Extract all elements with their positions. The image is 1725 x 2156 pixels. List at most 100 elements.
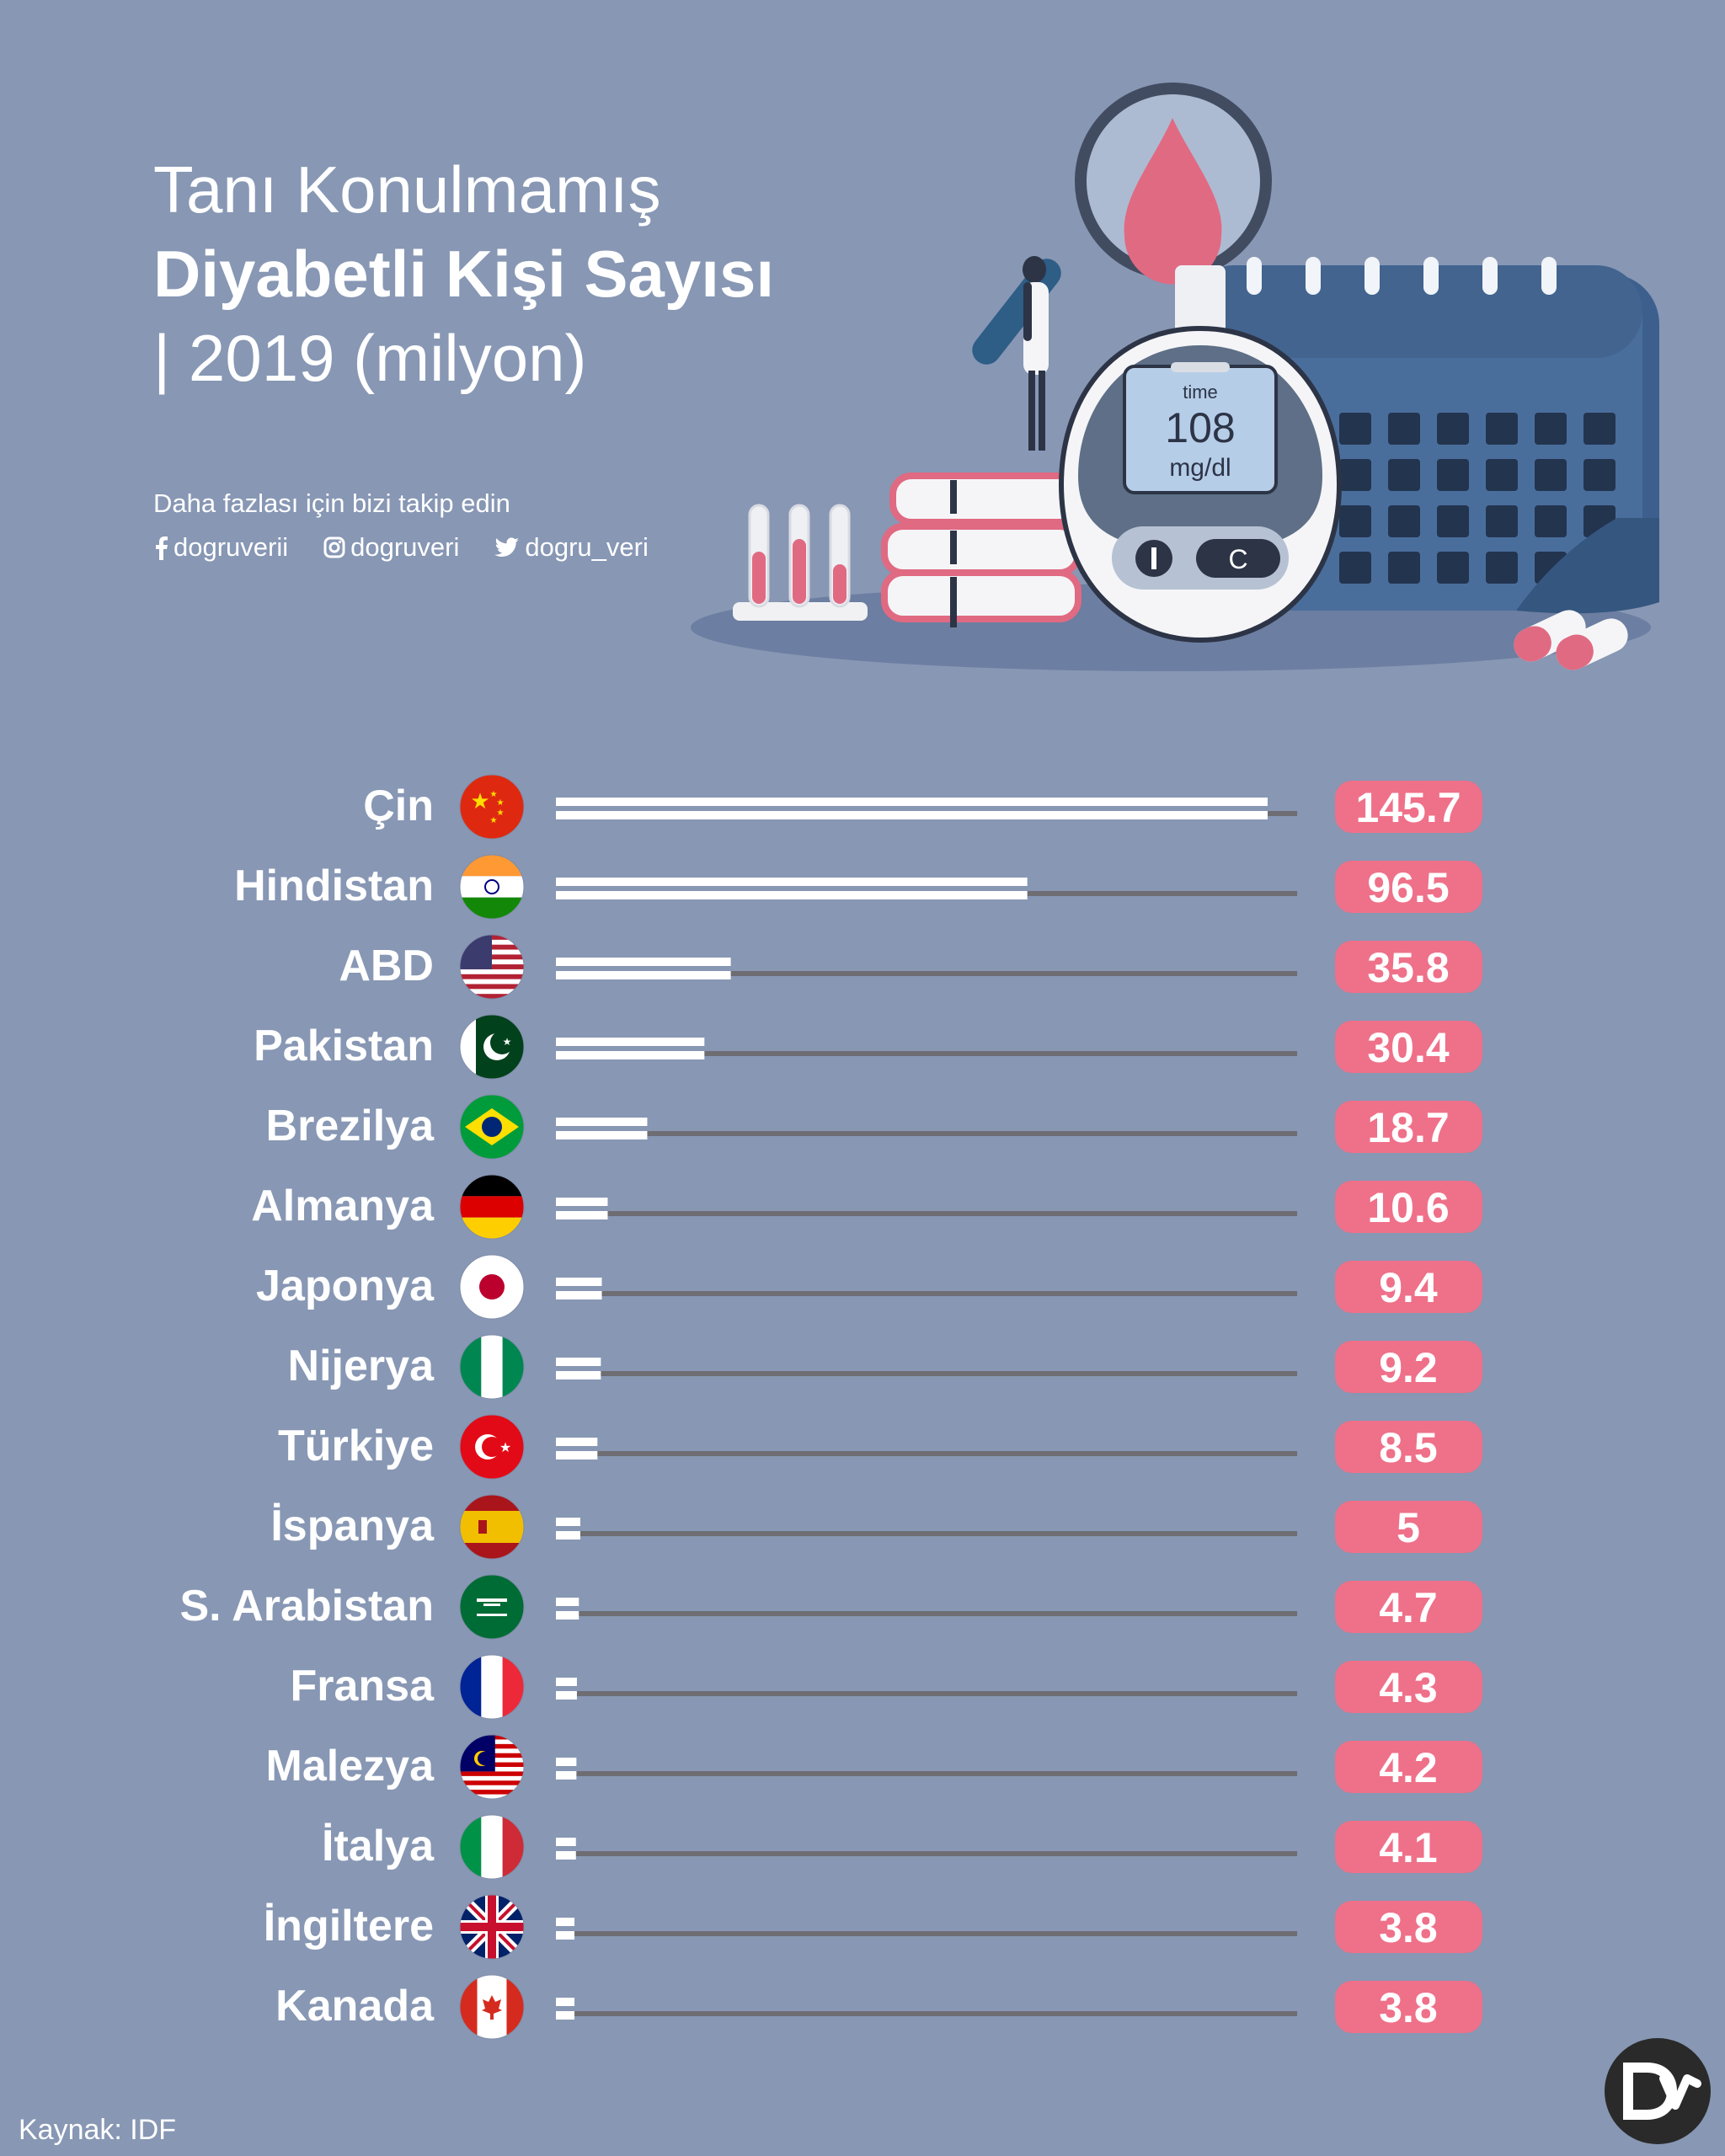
facebook-icon (156, 536, 168, 560)
india-flag-icon (459, 854, 525, 920)
title-block: Tanı Konulmamış Diyabetli Kişi Sayısı | … (153, 147, 774, 400)
dv-logo-mark (1623, 2063, 1701, 2120)
bar (556, 1038, 705, 1059)
instagram-handle: dogruveri (350, 532, 460, 562)
value-label: 35.8 (1367, 944, 1449, 991)
category-label: Nijerya (288, 1342, 435, 1390)
bar (556, 1358, 601, 1380)
value-label: 145.7 (1355, 784, 1461, 831)
bar-row-kanada: Kanada 3.8 (275, 1974, 1482, 2040)
instagram-link[interactable]: dogruveri (323, 532, 459, 563)
glucose-meter-icon: time 108 mg/dl C (1058, 265, 1343, 643)
bar (556, 1998, 575, 2020)
category-label: İngiltere (264, 1902, 434, 1951)
value-label: 3.8 (1379, 1904, 1438, 1951)
france-flag-icon (459, 1654, 525, 1720)
title-line-3: | 2019 (milyon) (153, 321, 587, 395)
svg-text:★: ★ (490, 816, 498, 825)
value-pill (1335, 1821, 1482, 1873)
follow-text: Daha fazlası için bizi takip edin (153, 488, 510, 518)
category-label: İtalya (322, 1822, 435, 1870)
value-pill (1335, 1741, 1482, 1793)
bar-track (556, 1051, 1297, 1056)
svg-text:★: ★ (497, 808, 505, 818)
value-pill (1335, 1341, 1482, 1393)
bar-row-fransa: Fransa 4.3 (290, 1654, 1482, 1720)
value-pill (1335, 1901, 1482, 1953)
svg-text:★: ★ (497, 798, 505, 808)
bar-track (556, 1211, 1297, 1216)
canada-flag-icon (459, 1974, 525, 2040)
spain-flag-icon (459, 1494, 525, 1560)
meter-unit: mg/dl (1169, 454, 1231, 482)
value-label: 96.5 (1367, 864, 1449, 911)
germany-flag-icon (459, 1174, 525, 1240)
bar-track (556, 1611, 1297, 1616)
value-pill (1335, 1501, 1482, 1553)
bar-row-ispanya: İspanya 5 (270, 1494, 1482, 1560)
value-pill (1335, 1581, 1482, 1633)
bar (556, 798, 1268, 819)
bar (556, 1838, 576, 1860)
doctor-figure-icon (1023, 256, 1049, 451)
twitter-handle: dogru_veri (525, 532, 649, 562)
value-pill (1335, 1181, 1482, 1233)
uk-flag-icon (459, 1894, 525, 1960)
value-label: 4.2 (1379, 1744, 1438, 1791)
facebook-handle: dogruverii (174, 532, 289, 562)
turkey-flag-icon: ★ (459, 1414, 525, 1480)
bar-row-hindistan: Hindistan 96.5 (234, 854, 1482, 920)
bar (556, 878, 1028, 899)
saudi-arabia-flag-icon (459, 1574, 525, 1640)
value-label: 9.4 (1379, 1264, 1438, 1311)
usa-flag-icon (459, 934, 525, 1000)
value-label: 10.6 (1367, 1184, 1449, 1231)
magnifier-icon (972, 83, 1272, 365)
svg-text:★: ★ (503, 1036, 512, 1048)
bar-row-almanya: Almanya 10.6 (251, 1174, 1482, 1240)
dv-logo (1605, 2038, 1711, 2144)
category-label: Brezilya (266, 1102, 435, 1150)
category-label: Fransa (290, 1662, 435, 1710)
bar-track (556, 1931, 1297, 1936)
bar-row-nijerya: Nijerya 9.2 (288, 1334, 1482, 1400)
bar-track (556, 1691, 1297, 1696)
value-label: 4.7 (1379, 1584, 1438, 1631)
bar-track (556, 1371, 1297, 1376)
value-pill (1335, 1421, 1482, 1473)
nigeria-flag-icon (459, 1334, 525, 1400)
category-label: Japonya (256, 1262, 435, 1310)
meter-c-button: C (1228, 544, 1247, 574)
category-label: ABD (339, 942, 434, 990)
twitter-link[interactable]: dogru_veri (494, 532, 649, 563)
meter-reading: 108 (1165, 404, 1235, 451)
value-pill (1335, 1021, 1482, 1073)
bar-row-pakistan: Pakistan ★ 30.4 (254, 1014, 1482, 1080)
bar (556, 1918, 575, 1940)
bar-row-abd: ABD 35.8 (339, 934, 1482, 1000)
bar (556, 1678, 577, 1700)
value-pill (1335, 1981, 1482, 2033)
facebook-link[interactable]: dogruverii (153, 532, 288, 563)
bar-row-japonya: Japonya 9.4 (256, 1254, 1482, 1320)
bar-row-brezilya: Brezilya 18.7 (266, 1094, 1482, 1160)
value-label: 4.1 (1379, 1824, 1438, 1871)
category-label: S. Arabistan (180, 1582, 435, 1630)
bar-track (556, 1451, 1297, 1456)
title-line-1: Tanı Konulmamış (153, 152, 661, 227)
bar-row-malezya: Malezya 4.2 (266, 1734, 1482, 1800)
value-label: 18.7 (1367, 1104, 1449, 1151)
value-label: 3.8 (1379, 1984, 1438, 2031)
bar (556, 1438, 598, 1460)
value-label: 5 (1397, 1504, 1420, 1551)
bar-track (556, 971, 1297, 976)
twitter-icon (494, 537, 520, 558)
bar-row-ingiltere: İngiltere 3.8 (264, 1894, 1482, 1960)
bar-row-italya: İtalya 4.1 (322, 1814, 1482, 1880)
source-note: Kaynak: IDF (19, 2114, 177, 2146)
value-pill (1335, 1661, 1482, 1713)
value-pill (1335, 781, 1482, 833)
category-label: İspanya (270, 1502, 435, 1550)
bar (556, 1518, 580, 1540)
bar (556, 1118, 648, 1139)
